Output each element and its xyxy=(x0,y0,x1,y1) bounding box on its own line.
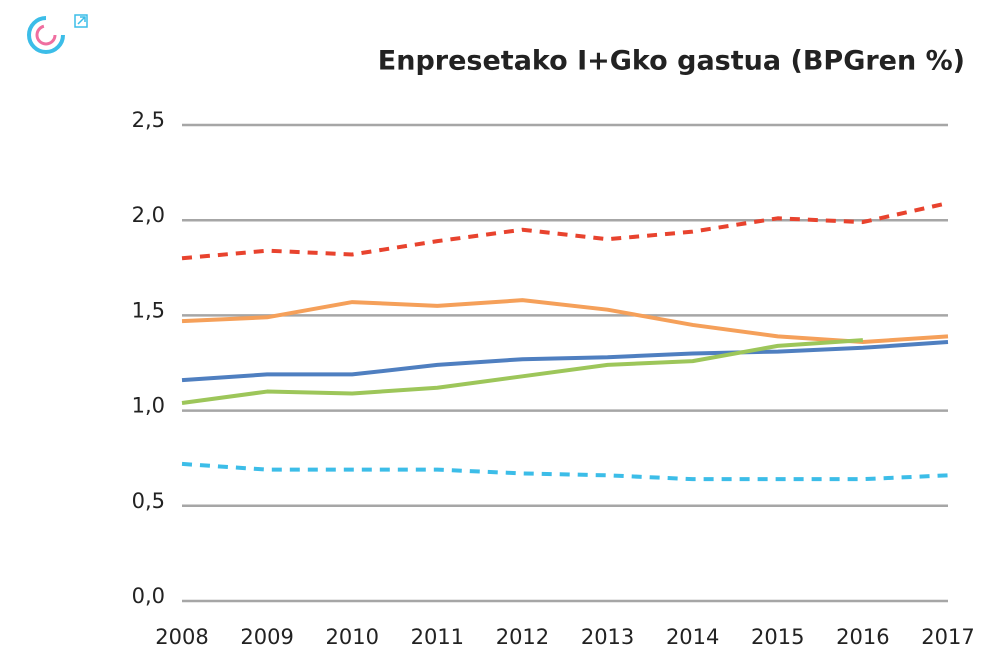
x-tick-label: 2017 xyxy=(921,625,974,649)
x-tick-label: 2011 xyxy=(411,625,464,649)
series-line xyxy=(181,201,949,261)
x-tick-label: 2016 xyxy=(836,625,889,649)
x-tick-label: 2012 xyxy=(496,625,549,649)
series-line xyxy=(181,461,949,482)
series-line xyxy=(181,298,949,345)
x-tick-label: 2008 xyxy=(155,625,208,649)
y-tick-label: 0,5 xyxy=(132,489,165,513)
y-tick-label: 2,5 xyxy=(132,108,165,132)
x-tick-label: 2015 xyxy=(751,625,804,649)
x-tick-label: 2013 xyxy=(581,625,634,649)
series-line xyxy=(181,338,864,405)
logo xyxy=(27,14,88,54)
x-tick-label: 2010 xyxy=(325,625,378,649)
x-tick-label: 2014 xyxy=(666,625,719,649)
y-tick-label: 0,0 xyxy=(132,584,165,608)
series-line xyxy=(181,340,949,383)
y-tick-label: 1,0 xyxy=(132,394,165,418)
chart-title: Enpresetako I+Gko gastua (BPGren %) xyxy=(378,46,965,77)
y-tick-label: 2,0 xyxy=(132,203,165,227)
y-tick-label: 1,5 xyxy=(132,298,165,322)
x-tick-label: 2009 xyxy=(240,625,293,649)
